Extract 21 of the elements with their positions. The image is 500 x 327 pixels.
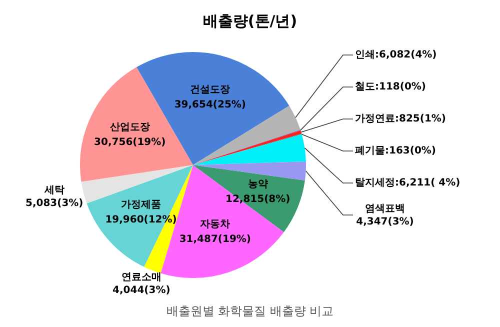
slice-label: 철도:118(0%)	[355, 82, 426, 93]
slice-label: 폐기물:163(0%)	[355, 146, 436, 157]
slice-label: 염색표백	[365, 204, 405, 215]
chart-title: 배출량(톤/년)	[202, 12, 298, 30]
slice-label: 농약	[248, 179, 268, 190]
slice-label: 탈지세정:6,211( 4%)	[355, 178, 460, 189]
slice-label: 세탁	[43, 184, 64, 196]
slice-label: 연료소매	[121, 272, 162, 284]
data-label: 39,654(25%)	[174, 100, 246, 111]
slice-label: 자동차	[200, 219, 230, 230]
slice-label: 인쇄:6,082(4%)	[355, 50, 437, 61]
data-label: 30,756(19%)	[94, 137, 166, 148]
data-label: 4,347(3%)	[356, 216, 414, 228]
slice-label: 가정연료:825(1%)	[355, 114, 446, 125]
data-label: 5,083(3%)	[25, 198, 84, 209]
text: 배출원별 화학물질 배출량 비교	[166, 304, 334, 318]
slice-label: 가정제품	[121, 200, 162, 211]
slice-label: 산업도장	[110, 122, 150, 134]
data-label: 31,487(19%)	[179, 234, 251, 246]
data-label: 4,044(3%)	[112, 285, 170, 296]
slice-label: 건설도장	[190, 84, 230, 96]
